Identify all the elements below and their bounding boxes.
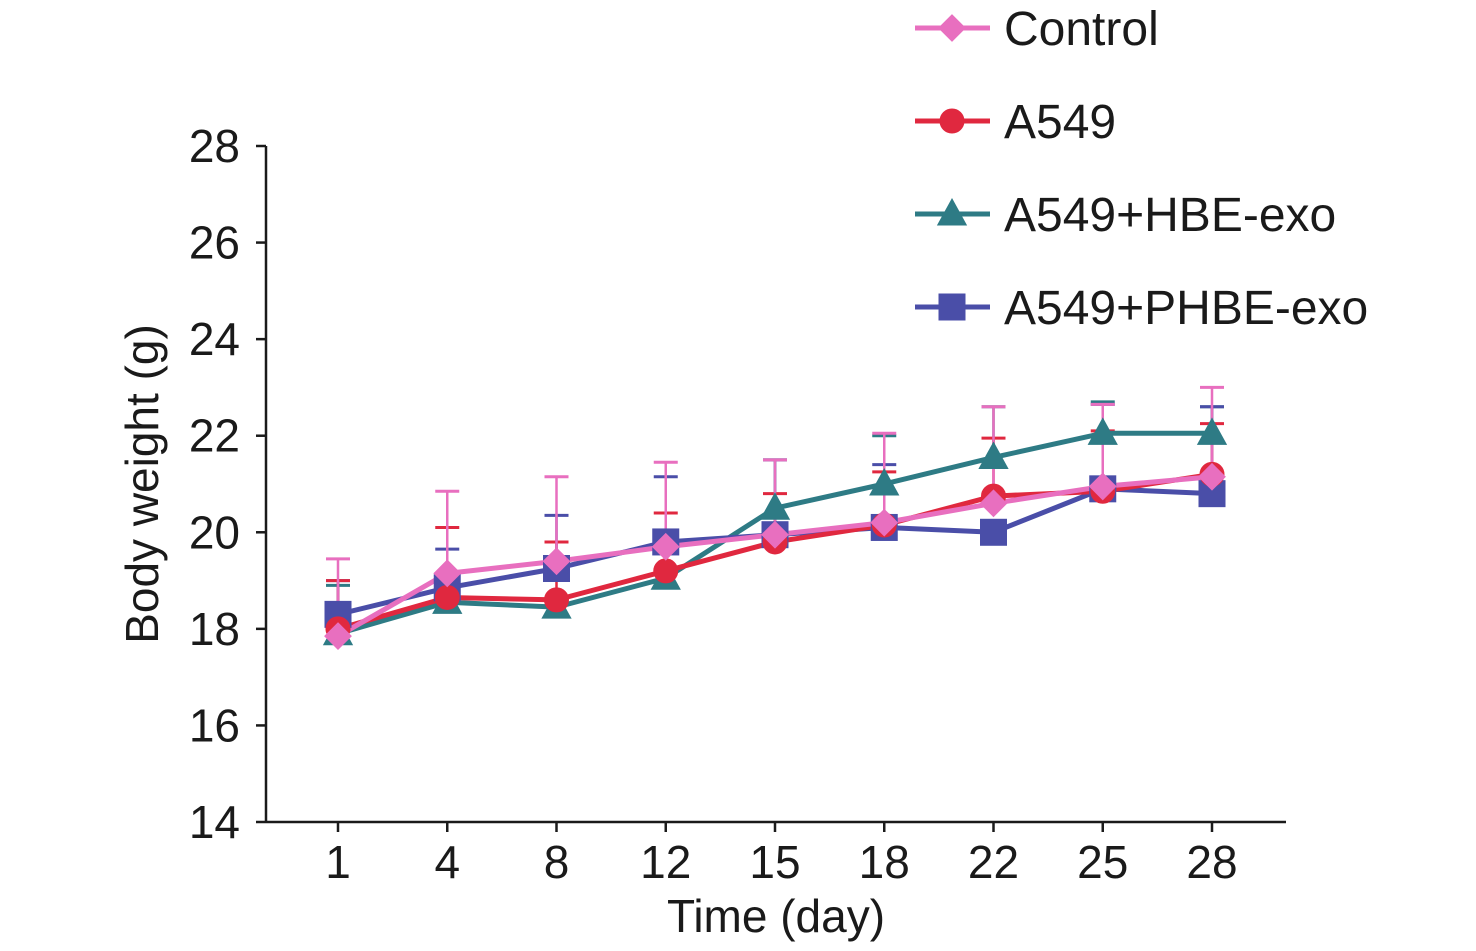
data-point-control — [542, 547, 571, 576]
data-point-a549-hbe-exo — [978, 441, 1009, 469]
x-axis-label: Time (day) — [667, 890, 885, 942]
legend-marker-a549 — [939, 108, 965, 134]
y-tick-label: 18 — [189, 603, 240, 655]
y-tick-label: 16 — [189, 699, 240, 751]
data-point-a549 — [544, 587, 569, 613]
data-point-control — [433, 559, 462, 588]
x-tick-label: 4 — [434, 836, 460, 888]
data-point-control — [761, 520, 789, 549]
legend-label-a549: A549 — [1004, 96, 1116, 149]
error-bars — [326, 385, 1224, 637]
x-tick-label: 8 — [544, 836, 570, 888]
data-point-a549-hbe-exo — [759, 492, 791, 520]
data-point-a549-phbe-exo — [980, 518, 1007, 546]
legend-label-control: Control — [1004, 3, 1159, 56]
x-tick-label: 22 — [968, 836, 1019, 888]
legend-marker-control — [938, 14, 966, 42]
data-point-control — [651, 532, 680, 561]
data-point-a549-hbe-exo — [1087, 417, 1118, 445]
data-point-a549 — [434, 584, 460, 610]
legend-label-a549-phbe-exo: A549+PHBE-exo — [1004, 282, 1368, 335]
x-tick-label: 18 — [859, 836, 910, 888]
y-tick-label: 14 — [189, 796, 240, 848]
y-axis: 14 16 18 20 22 24 26 28 — [189, 120, 268, 848]
legend-marker-a549-hbe-exo — [936, 198, 968, 226]
y-axis-label: Body weight (g) — [116, 324, 168, 644]
y-tick-label: 28 — [189, 120, 240, 172]
legend-marker-a549-phbe-exo — [938, 293, 966, 321]
x-tick-label: 1 — [325, 836, 351, 888]
x-tick-label: 28 — [1186, 836, 1237, 888]
y-tick-label: 20 — [189, 506, 240, 558]
y-tick-label: 26 — [189, 217, 240, 269]
x-tick-label: 12 — [640, 836, 691, 888]
legend-label-a549-hbe-exo: A549+HBE-exo — [1004, 189, 1336, 242]
y-tick-label: 22 — [189, 410, 240, 462]
y-tick-label: 24 — [189, 313, 240, 365]
x-tick-label: 15 — [749, 836, 800, 888]
data-point-a549 — [653, 558, 679, 584]
data-point-control — [324, 622, 352, 651]
legend: Control A549 A549+HBE-exo A549+PHBE-exo — [915, 3, 1368, 335]
data-point-control — [979, 489, 1008, 518]
series-markers — [322, 417, 1228, 651]
data-point-a549-hbe-exo — [1196, 417, 1228, 445]
data-point-a549-hbe-exo — [869, 468, 900, 496]
x-axis: 1 4 8 12 15 18 22 25 28 — [266, 820, 1286, 888]
data-point-control — [870, 508, 899, 537]
x-tick-label: 25 — [1077, 836, 1128, 888]
data-point-control — [1088, 472, 1117, 501]
data-point-control — [1198, 462, 1226, 491]
